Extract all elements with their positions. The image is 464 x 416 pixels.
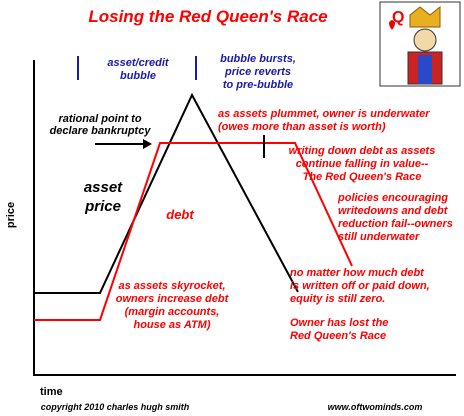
bubble-text: bubble [120,70,156,82]
asset-price-text: asset [84,179,123,196]
no-matter-text: equity is still zero. [290,293,385,305]
plummet-text: as assets plummet, owner is underwater [218,108,430,120]
writing-down-text: continue falling in value-- [296,158,429,170]
skyrocket-text: (margin accounts, [125,306,220,318]
skyrocket-text: as assets skyrocket, [118,280,225,292]
debt-label: debt [166,207,194,222]
queen-card: Q [380,2,460,86]
copyright: copyright 2010 charles hugh smith [41,402,190,412]
burst-text: price reverts [224,66,291,78]
writing-down-text: writing down debt as assets [289,145,436,157]
bubble-text: asset/credit [107,57,169,69]
lost-text: Red Queen's Race [290,330,386,342]
skyrocket-text: house as ATM) [133,319,210,331]
policies-text: still underwater [338,231,420,243]
no-matter-text: no matter how much debt [290,267,425,279]
arrow-head [143,139,152,149]
no-matter-text: is written off or paid down, [290,280,430,292]
policies-text: reduction fail--owners [338,218,453,230]
policies-text: policies encouraging [337,192,448,204]
rational-text: rational point to [58,113,141,125]
diagram: Losing the Red Queen's Race Q price time… [0,0,464,416]
url: www.oftwominds.com [328,402,423,412]
burst-text: to pre-bubble [223,79,293,91]
writing-down-text: The Red Queen's Race [303,171,422,183]
asset-price-text: price [84,198,121,215]
skyrocket-text: owners increase debt [116,293,230,305]
title: Losing the Red Queen's Race [88,7,327,26]
plummet-text: (owes more than asset is worth) [218,121,386,133]
y-label: price [5,202,17,228]
burst-text: bubble bursts, [220,53,296,65]
rational-text: declare bankruptcy [50,125,152,137]
lost-text: Owner has lost the [290,317,388,329]
x-label: time [40,386,63,398]
policies-text: writedowns and debt [338,205,449,217]
